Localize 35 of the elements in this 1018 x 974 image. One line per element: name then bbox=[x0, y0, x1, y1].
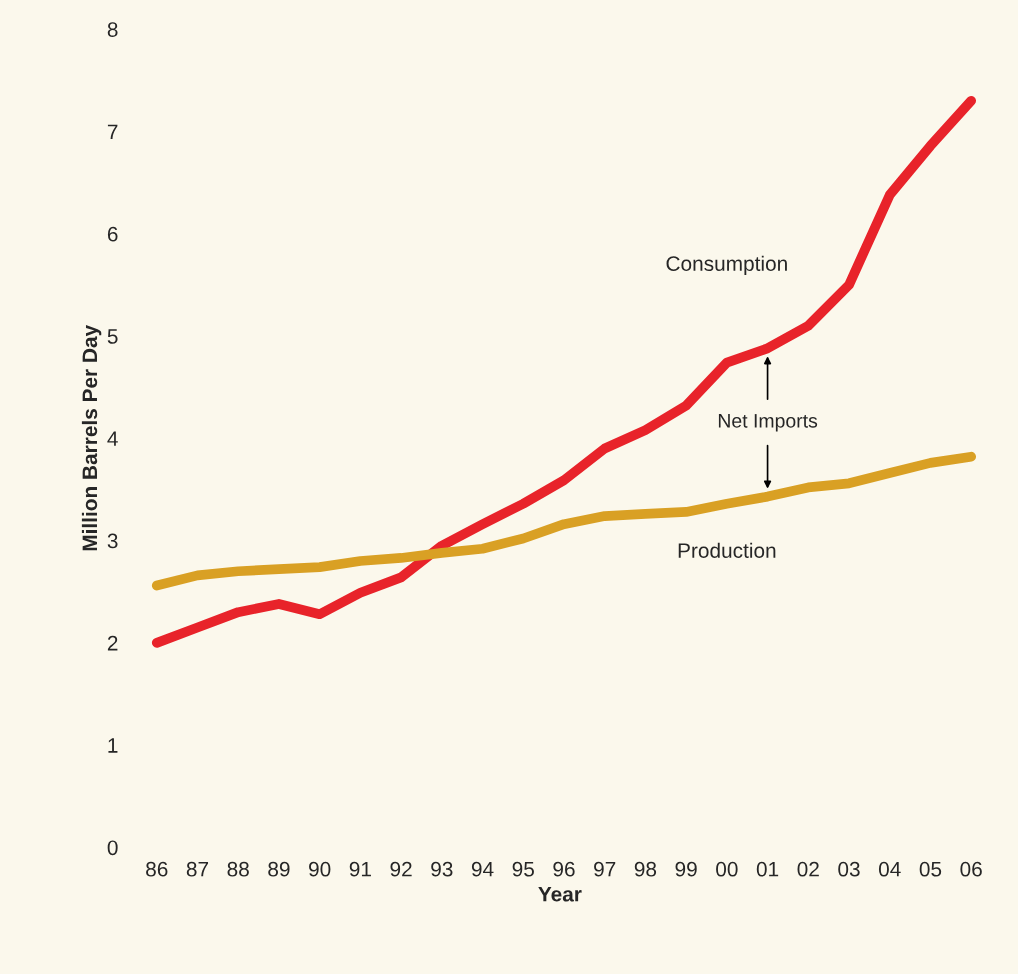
x-tick-label: 95 bbox=[512, 861, 534, 877]
x-tick-label: 97 bbox=[594, 861, 616, 877]
y-tick-label: 5 bbox=[107, 329, 118, 344]
text: Consumption bbox=[666, 255, 787, 276]
y-axis-title: Million Barrels Per Day bbox=[81, 324, 102, 551]
y-tick-label: 0 bbox=[107, 840, 118, 856]
x-tick-label: 99 bbox=[675, 861, 697, 877]
x-tick-label: 94 bbox=[471, 861, 494, 877]
y-tick-label: 8 bbox=[107, 22, 118, 37]
x-tick-label: 89 bbox=[268, 861, 290, 877]
x-tick-label: 06 bbox=[960, 861, 982, 877]
annotation: Net Imports bbox=[718, 414, 818, 432]
x-tick-label: 90 bbox=[309, 861, 331, 877]
x-tick-label: 01 bbox=[756, 861, 779, 877]
x-axis-title: Year bbox=[538, 887, 582, 902]
x-tick-label: 88 bbox=[227, 861, 249, 877]
x-tick-label: 04 bbox=[878, 861, 901, 877]
series-label: Production bbox=[678, 542, 776, 558]
y-tick-label: 4 bbox=[107, 431, 118, 446]
y-tick-label: 3 bbox=[107, 533, 118, 549]
x-tick-label: 86 bbox=[146, 861, 168, 877]
x-tick-label: 03 bbox=[838, 861, 860, 877]
x-tick-label: 98 bbox=[634, 861, 657, 877]
x-tick-label: 87 bbox=[186, 861, 209, 877]
x-tick-label: 91 bbox=[349, 861, 371, 877]
x-tick-label: 93 bbox=[431, 861, 453, 877]
y-tick-label: 6 bbox=[107, 226, 118, 242]
x-tick-label: 96 bbox=[553, 861, 575, 877]
y-tick-label: 7 bbox=[107, 124, 118, 140]
y-tick-label: 2 bbox=[107, 635, 118, 651]
x-tick-label: 02 bbox=[797, 861, 819, 877]
y-tick-label: 1 bbox=[108, 738, 118, 753]
x-tick-label: 05 bbox=[919, 861, 942, 877]
x-tick-label: 92 bbox=[390, 861, 412, 877]
x-tick-label: 00 bbox=[716, 861, 738, 877]
